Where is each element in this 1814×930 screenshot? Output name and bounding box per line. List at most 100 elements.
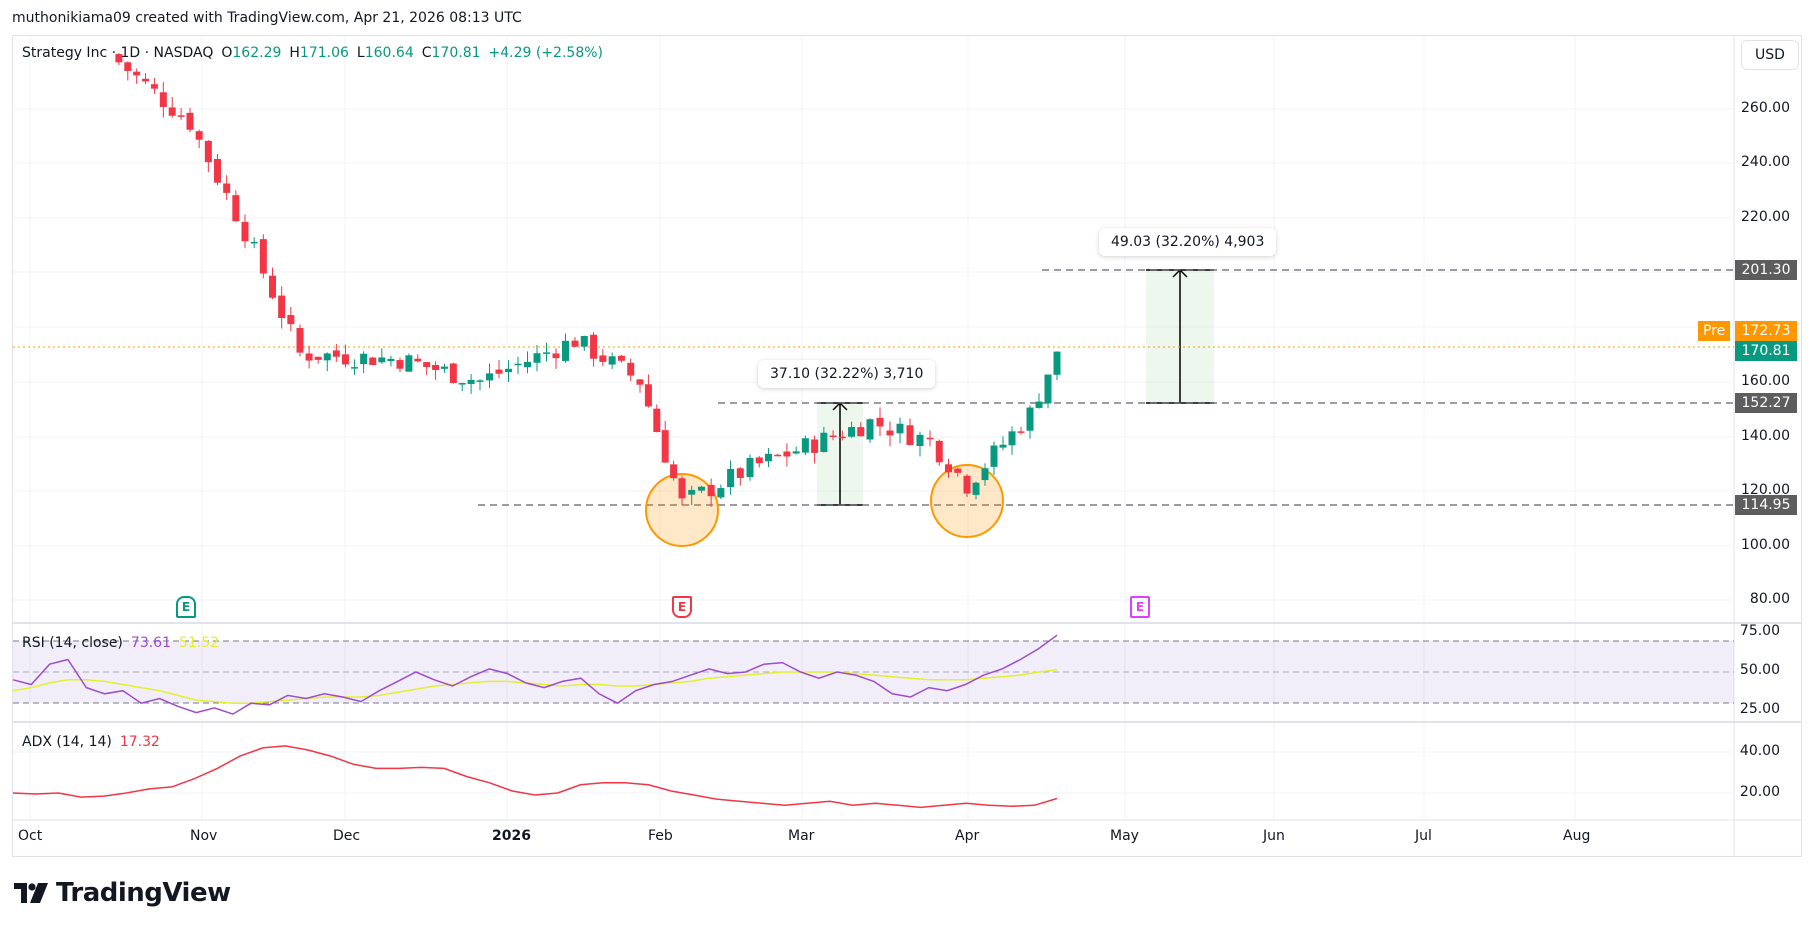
candle	[636, 379, 644, 385]
candle	[378, 357, 386, 363]
open-value: 162.29	[232, 45, 282, 61]
premarket-price-tag: 172.73	[1735, 321, 1797, 341]
candle	[653, 408, 661, 433]
close-value: 170.81	[431, 45, 481, 61]
candle	[449, 363, 457, 383]
candle	[204, 140, 212, 163]
candle	[360, 353, 368, 365]
candle	[1053, 351, 1061, 375]
time-tick-year: 2026	[492, 828, 531, 844]
price-tick: 240.00	[1741, 154, 1790, 170]
price-tick: 120.00	[1741, 482, 1790, 498]
candle	[332, 350, 340, 357]
rsi-value: 73.61	[130, 635, 171, 651]
premarket-label-tag: Pre	[1698, 321, 1731, 341]
measure-label-2[interactable]: 49.03 (32.20%) 4,903	[1099, 228, 1277, 256]
rsi-tick: 75.00	[1739, 623, 1780, 639]
candle	[688, 489, 696, 495]
candle	[250, 241, 258, 244]
candle	[486, 373, 493, 381]
candle	[916, 434, 924, 447]
tradingview-logo[interactable]: TradingView	[14, 878, 231, 908]
candle	[954, 468, 962, 473]
candle	[150, 84, 158, 89]
price-tick: 80.00	[1749, 591, 1790, 607]
candle	[440, 366, 448, 369]
candle	[133, 71, 141, 76]
candle	[1008, 431, 1016, 446]
candle	[186, 112, 194, 130]
rsi-legend[interactable]: RSI (14, close) 73.61 51.52	[22, 635, 219, 651]
candle	[644, 384, 652, 407]
adx-tick: 40.00	[1739, 743, 1780, 759]
candle	[214, 158, 221, 183]
candle	[755, 457, 763, 464]
tradingview-logo-icon	[14, 883, 48, 903]
candle	[341, 354, 349, 365]
candle	[533, 353, 541, 363]
candle	[886, 430, 894, 436]
candle	[432, 365, 440, 370]
chart-frame	[12, 35, 1802, 857]
candle	[278, 295, 286, 318]
time-tick: Mar	[788, 828, 815, 844]
support-price-tag: 114.95	[1735, 495, 1797, 515]
time-tick: Apr	[955, 828, 980, 844]
candle	[866, 419, 874, 440]
candle	[590, 334, 598, 359]
open-label: O	[221, 45, 233, 61]
candle	[876, 417, 884, 427]
candle	[552, 353, 560, 359]
candle	[746, 457, 754, 478]
close-label: C	[421, 45, 432, 61]
candle	[848, 427, 856, 437]
candle	[351, 367, 359, 369]
candle	[232, 195, 240, 222]
time-tick: Jun	[1263, 828, 1285, 844]
candle	[670, 464, 678, 479]
last-price-tag: 170.81	[1735, 341, 1797, 361]
candle	[774, 454, 782, 457]
candle	[599, 355, 607, 362]
candle	[314, 356, 322, 360]
currency-button[interactable]: USD	[1741, 40, 1799, 70]
candle	[1026, 407, 1034, 431]
candle	[736, 468, 744, 478]
time-tick: Dec	[333, 828, 361, 844]
change-value: +4.29 (+2.58%)	[488, 45, 603, 61]
candle	[727, 468, 735, 488]
resistance-price-tag: 152.27	[1735, 393, 1797, 413]
time-tick: Oct	[18, 828, 43, 844]
candle	[241, 221, 249, 242]
candle	[495, 369, 503, 374]
candle	[195, 131, 203, 140]
earnings-marker-icon[interactable]: E	[672, 596, 692, 618]
brand-name: TradingView	[56, 878, 231, 908]
candle	[717, 488, 725, 498]
candle	[562, 340, 569, 361]
candle	[801, 438, 809, 453]
adx-label: ADX (14, 14)	[22, 734, 112, 750]
candle	[423, 362, 431, 367]
measure-zone-1	[817, 401, 863, 506]
candle	[838, 436, 846, 439]
candle	[259, 239, 267, 274]
candle	[571, 340, 579, 347]
price-tick: 160.00	[1741, 373, 1790, 389]
rsi-ma-value: 51.52	[179, 635, 220, 651]
candle	[963, 475, 971, 494]
symbol-name[interactable]: Strategy Inc · 1D · NASDAQ	[22, 45, 214, 61]
candle	[514, 363, 522, 366]
candle	[896, 423, 904, 434]
candle	[1017, 431, 1025, 433]
candle	[697, 486, 705, 491]
measure-label-1[interactable]: 37.10 (32.22%) 3,710	[758, 360, 936, 388]
candle	[305, 353, 313, 361]
candle	[467, 379, 475, 384]
adx-legend[interactable]: ADX (14, 14) 17.32	[22, 734, 160, 750]
earnings-marker-icon[interactable]: E	[176, 596, 196, 618]
candlestick-series	[115, 52, 1061, 507]
earnings-upcoming-icon[interactable]: E	[1130, 596, 1150, 618]
adx-value: 17.32	[119, 734, 160, 750]
